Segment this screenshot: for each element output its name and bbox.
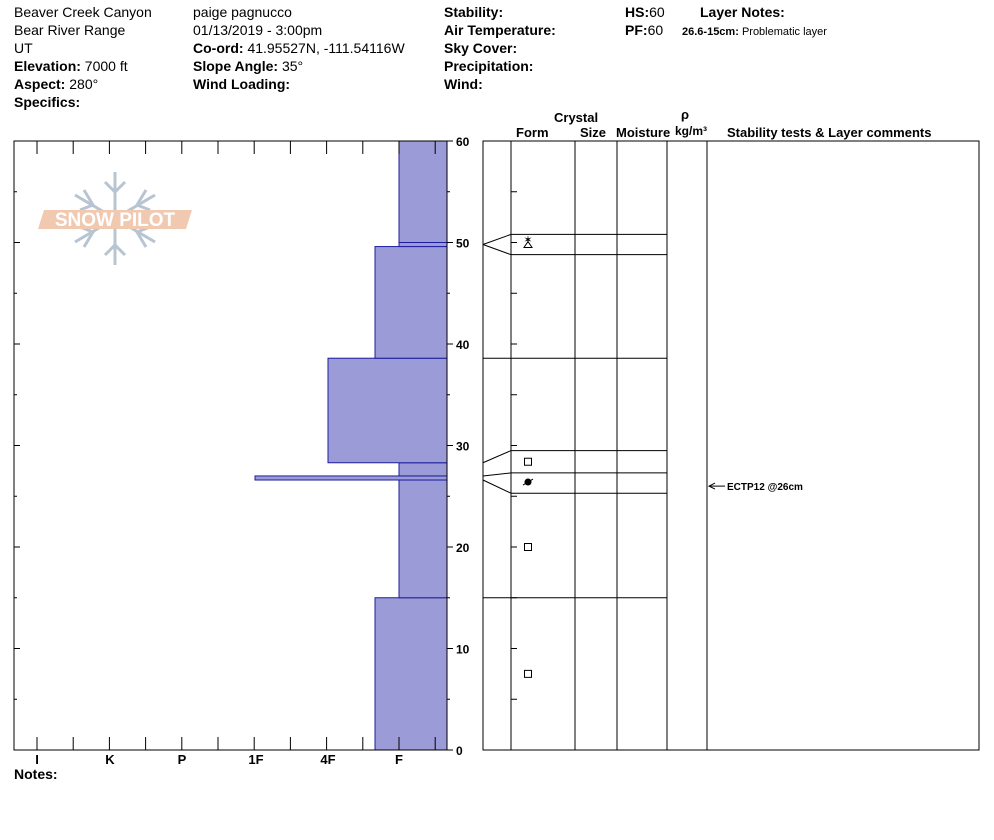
stability-test-label: ECTP12 @26cm: [727, 482, 803, 493]
elevation-label: Elevation:: [14, 58, 81, 74]
hardness-tick-label: F: [395, 752, 403, 767]
faceted-crystal-icon: [524, 543, 532, 551]
hardness-bar: [254, 475, 448, 481]
slope-value: 35°: [281, 58, 304, 74]
coord-label: Co-ord:: [193, 40, 244, 56]
layer-notes-label: Layer Notes:: [700, 4, 785, 20]
y-tick-label: 40: [456, 338, 470, 352]
col-rho: ρ: [681, 107, 690, 122]
layer-connector: [482, 244, 512, 256]
hs-label: HS:: [625, 4, 650, 20]
y-tick-label: 0: [456, 744, 463, 758]
pf-label: PF:: [625, 22, 648, 38]
aspect-value: 280°: [69, 76, 99, 92]
hardness-tick-label: K: [105, 752, 115, 767]
hardness-bar: [398, 479, 448, 599]
col-density-unit: kg/m³: [675, 124, 708, 138]
hardness-bar: [327, 357, 448, 464]
y-tick-label: 60: [456, 135, 470, 149]
hardness-tick-label: I: [35, 752, 39, 767]
hardness-bar: [398, 462, 448, 477]
aspect-label: Aspect:: [14, 76, 66, 92]
layer-connector: [482, 450, 512, 464]
y-tick-label: 50: [456, 237, 470, 251]
y-tick-label: 20: [456, 541, 470, 555]
layer-connector: [482, 233, 512, 246]
stability-label: Stability:: [444, 4, 504, 20]
aspect: Aspect: 280°: [14, 75, 98, 93]
sky-cover-label: Sky Cover:: [444, 40, 518, 56]
crystal-table: ✶ ECTP12 @26cm: [482, 140, 980, 751]
layer-connector: [482, 472, 512, 477]
faceted-crystal-icon: [524, 457, 532, 466]
pf: PF:60: [625, 21, 663, 39]
hardness-bar: [374, 246, 448, 359]
y-tick-label: 30: [456, 440, 470, 454]
layer-note-text: Problematic layer: [741, 26, 827, 38]
hardness-bar: [398, 140, 448, 243]
melt-freeze-crystal-stroke: [522, 478, 534, 486]
hardness-tick-label: P: [178, 752, 187, 767]
hs-value: 60: [649, 4, 665, 20]
observer: paige pagnucco: [193, 4, 292, 20]
decomposing-crystal-icon: [523, 240, 533, 248]
notes-label: Notes:: [14, 766, 58, 782]
coord-value: 41.95527N, -111.54116W: [247, 40, 405, 56]
wind-label: Wind:: [444, 76, 483, 92]
range: Bear River Range: [14, 22, 126, 38]
hs: HS:60: [625, 3, 665, 21]
stability-test-arrow-icon: [707, 482, 716, 490]
precip-crystal-icon: ✶: [523, 235, 532, 247]
specifics-label: Specifics:: [14, 94, 81, 110]
col-moisture: Moisture: [616, 125, 671, 140]
wind-loading-label: Wind Loading:: [193, 76, 291, 92]
hardness-profile: [254, 140, 448, 751]
chart-axes: I K P 1F 4F F 0 10 20 30 40 50 60: [13, 135, 470, 767]
state: UT: [14, 40, 33, 56]
coordinates: Co-ord: 41.95527N, -111.54116W: [193, 39, 405, 57]
col-size: Size: [580, 125, 607, 140]
col-form: Form: [516, 125, 549, 140]
layer-connector: [482, 479, 512, 494]
col-stability: Stability tests & Layer comments: [727, 125, 932, 140]
elevation-value: 7000 ft: [84, 58, 128, 74]
location: Beaver Creek Canyon: [14, 4, 152, 20]
hardness-tick-label: 4F: [320, 752, 335, 767]
slope-label: Slope Angle:: [193, 58, 279, 74]
hardness-bar: [398, 242, 448, 248]
hardness-bar: [374, 597, 448, 751]
col-crystal: Crystal: [554, 110, 599, 125]
air-temp-label: Air Temperature:: [444, 22, 556, 38]
layer-note: 26.6-15cm: Problematic layer: [682, 23, 827, 41]
y-tick-label: 10: [456, 643, 470, 657]
pf-value: 60: [647, 22, 664, 38]
table-frame: [482, 140, 980, 751]
slope-angle: Slope Angle: 35°: [193, 57, 303, 75]
layer-note-range: 26.6-15cm:: [682, 26, 739, 38]
faceted-crystal-icon: [524, 669, 532, 678]
elevation: Elevation: 7000 ft: [14, 57, 128, 75]
precipitation-label: Precipitation:: [444, 58, 534, 74]
hardness-tick-label: 1F: [248, 752, 263, 767]
datetime: 01/13/2019 - 3:00pm: [193, 22, 323, 38]
